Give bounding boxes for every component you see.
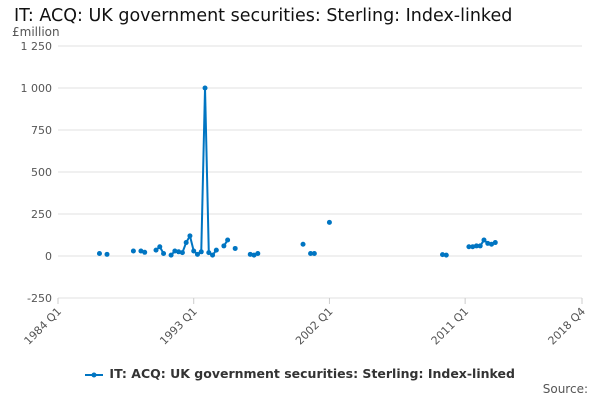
data-point <box>255 250 261 256</box>
data-point <box>206 250 212 256</box>
data-point <box>470 244 476 250</box>
data-point <box>326 219 332 225</box>
data-point <box>466 244 472 250</box>
data-point <box>157 244 163 250</box>
data-point <box>485 240 491 246</box>
data-point <box>104 251 110 257</box>
data-point <box>194 251 200 257</box>
data-point <box>172 248 178 254</box>
data-point <box>176 249 182 255</box>
y-tick-label: 1 000 <box>21 82 53 95</box>
data-point <box>311 250 317 256</box>
data-point <box>191 248 197 254</box>
chart-title: IT: ACQ: UK government securities: Sterl… <box>14 6 513 26</box>
x-tick-label: 2011 Q1 <box>429 305 472 348</box>
series-line-segment <box>188 235 195 252</box>
data-point <box>492 240 498 246</box>
legend-label: IT: ACQ: UK government securities: Sterl… <box>109 366 515 381</box>
legend-line-icon <box>85 372 104 377</box>
y-tick-label: 750 <box>31 124 52 137</box>
y-tick-label: 1 250 <box>21 40 53 53</box>
data-point <box>247 251 253 257</box>
legend[interactable]: IT: ACQ: UK government securities: Sterl… <box>0 366 600 381</box>
x-tick-label: 1984 Q1 <box>22 305 65 348</box>
data-point <box>251 252 257 258</box>
y-tick-label: 250 <box>31 208 52 221</box>
data-point <box>96 250 102 256</box>
y-axis-unit: £million <box>12 25 60 39</box>
data-point <box>489 241 495 247</box>
x-tick-label: 2002 Q1 <box>293 305 336 348</box>
data-point <box>213 247 219 253</box>
y-tick-label: 500 <box>31 166 52 179</box>
x-tick-label: 2018 Q4 <box>546 305 589 348</box>
data-point <box>198 249 204 255</box>
y-tick-label: 0 <box>45 250 52 263</box>
data-point <box>221 243 227 249</box>
x-tick-label: 1993 Q1 <box>157 305 200 348</box>
y-tick-label: -250 <box>27 292 52 305</box>
data-point <box>183 240 189 246</box>
data-point <box>473 243 479 249</box>
data-point <box>300 241 306 247</box>
data-point <box>130 248 136 254</box>
data-point <box>477 243 483 249</box>
data-point <box>138 248 144 254</box>
data-point <box>308 250 314 256</box>
data-point <box>142 249 148 255</box>
source-label: Source: <box>542 382 588 396</box>
data-point <box>440 252 446 258</box>
series-line-segment <box>204 87 210 253</box>
series-line-segment <box>200 87 207 252</box>
data-point <box>168 252 174 258</box>
data-point <box>210 252 216 258</box>
data-point <box>481 237 487 243</box>
data-point <box>202 85 208 91</box>
data-point <box>179 250 185 256</box>
data-point <box>187 233 193 239</box>
data-point <box>225 237 231 243</box>
data-point <box>443 252 449 258</box>
data-point <box>161 250 167 256</box>
data-point <box>232 245 238 251</box>
data-point <box>153 247 159 253</box>
